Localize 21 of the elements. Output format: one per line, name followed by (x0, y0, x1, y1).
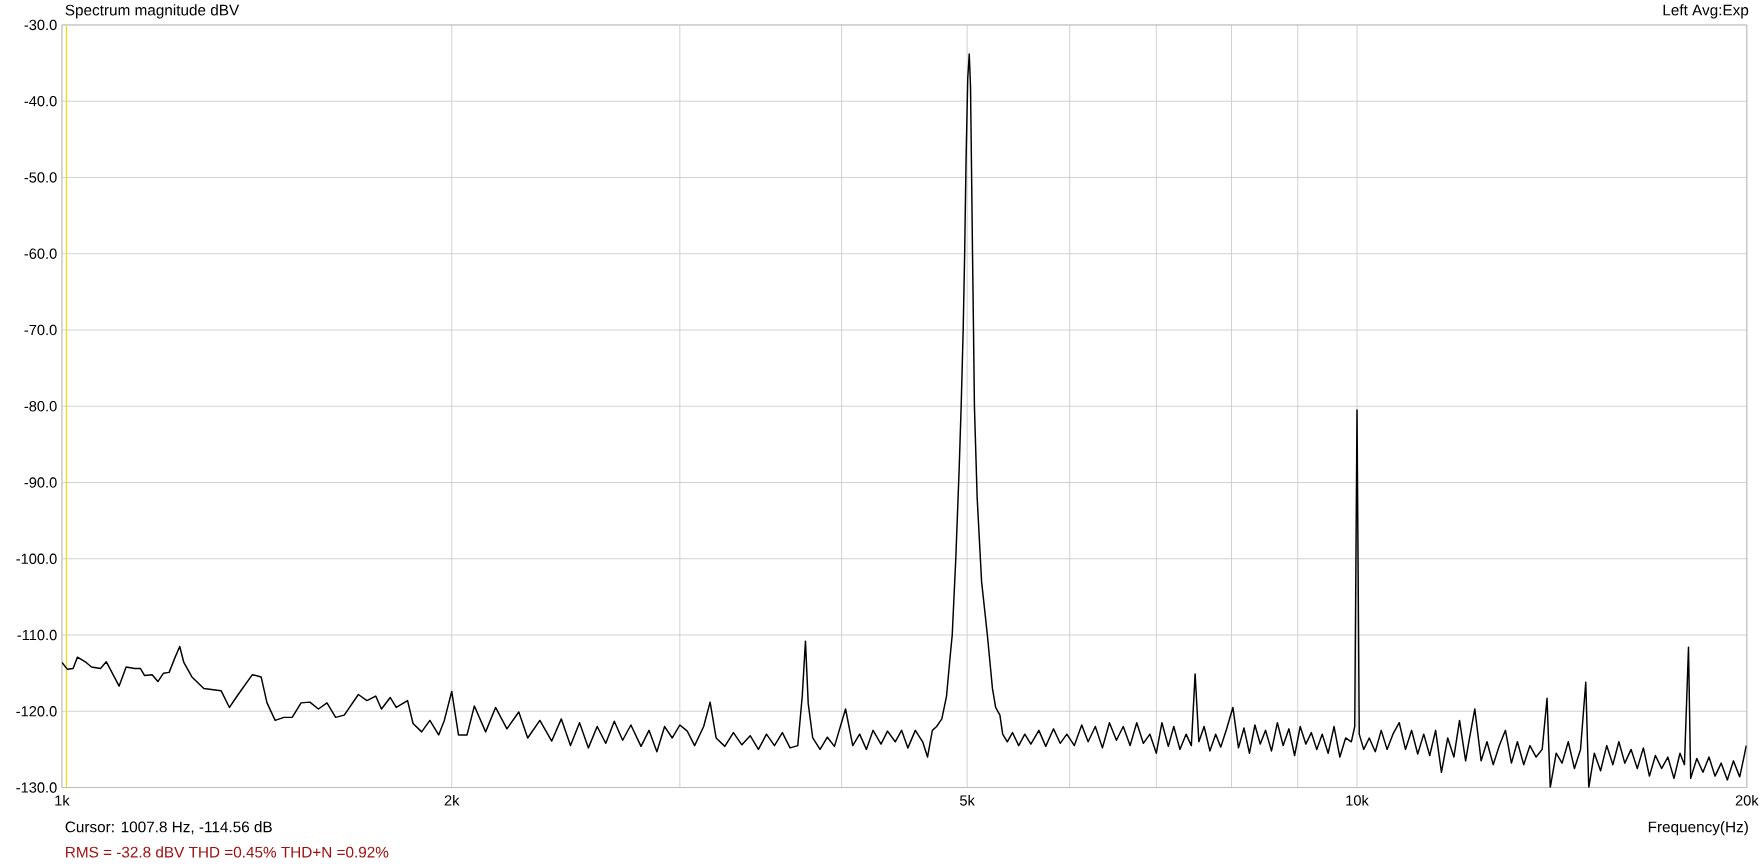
text: RMS = -32.8 dBV THD =0.45% THD+N =0.92% (66, 846, 389, 858)
y-tick-label: -70.0 (24, 324, 57, 335)
x-tick-label: 2k (444, 794, 460, 806)
x-tick-label: 10k (1346, 794, 1369, 806)
y-tick-label: -120.0 (16, 705, 57, 717)
y-tick-label: -50.0 (24, 172, 57, 183)
y-tick-label: -80.0 (24, 400, 57, 412)
y-tick-label: -90.0 (24, 477, 57, 488)
y-tick-label: -30.0 (24, 19, 57, 30)
x-tick-label: 5k (960, 794, 975, 806)
y-tick-label: -100.0 (16, 553, 57, 564)
y-tick-label: -60.0 (24, 248, 57, 259)
x-axis-title: Frequency(Hz) (1648, 820, 1748, 836)
y-tick-label: -130.0 (16, 782, 57, 793)
text: Left Avg:Exp (1663, 4, 1749, 19)
x-tick-label: 1k (55, 794, 70, 806)
chart-title: Spectrum magnitude dBV (65, 4, 240, 19)
y-tick-label: -110.0 (17, 629, 57, 641)
text: Cursor: 1007.8 Hz, -114.56 dB (65, 820, 272, 834)
x-tick-label: 20k (1735, 794, 1759, 806)
y-tick-label: -40.0 (24, 95, 57, 107)
